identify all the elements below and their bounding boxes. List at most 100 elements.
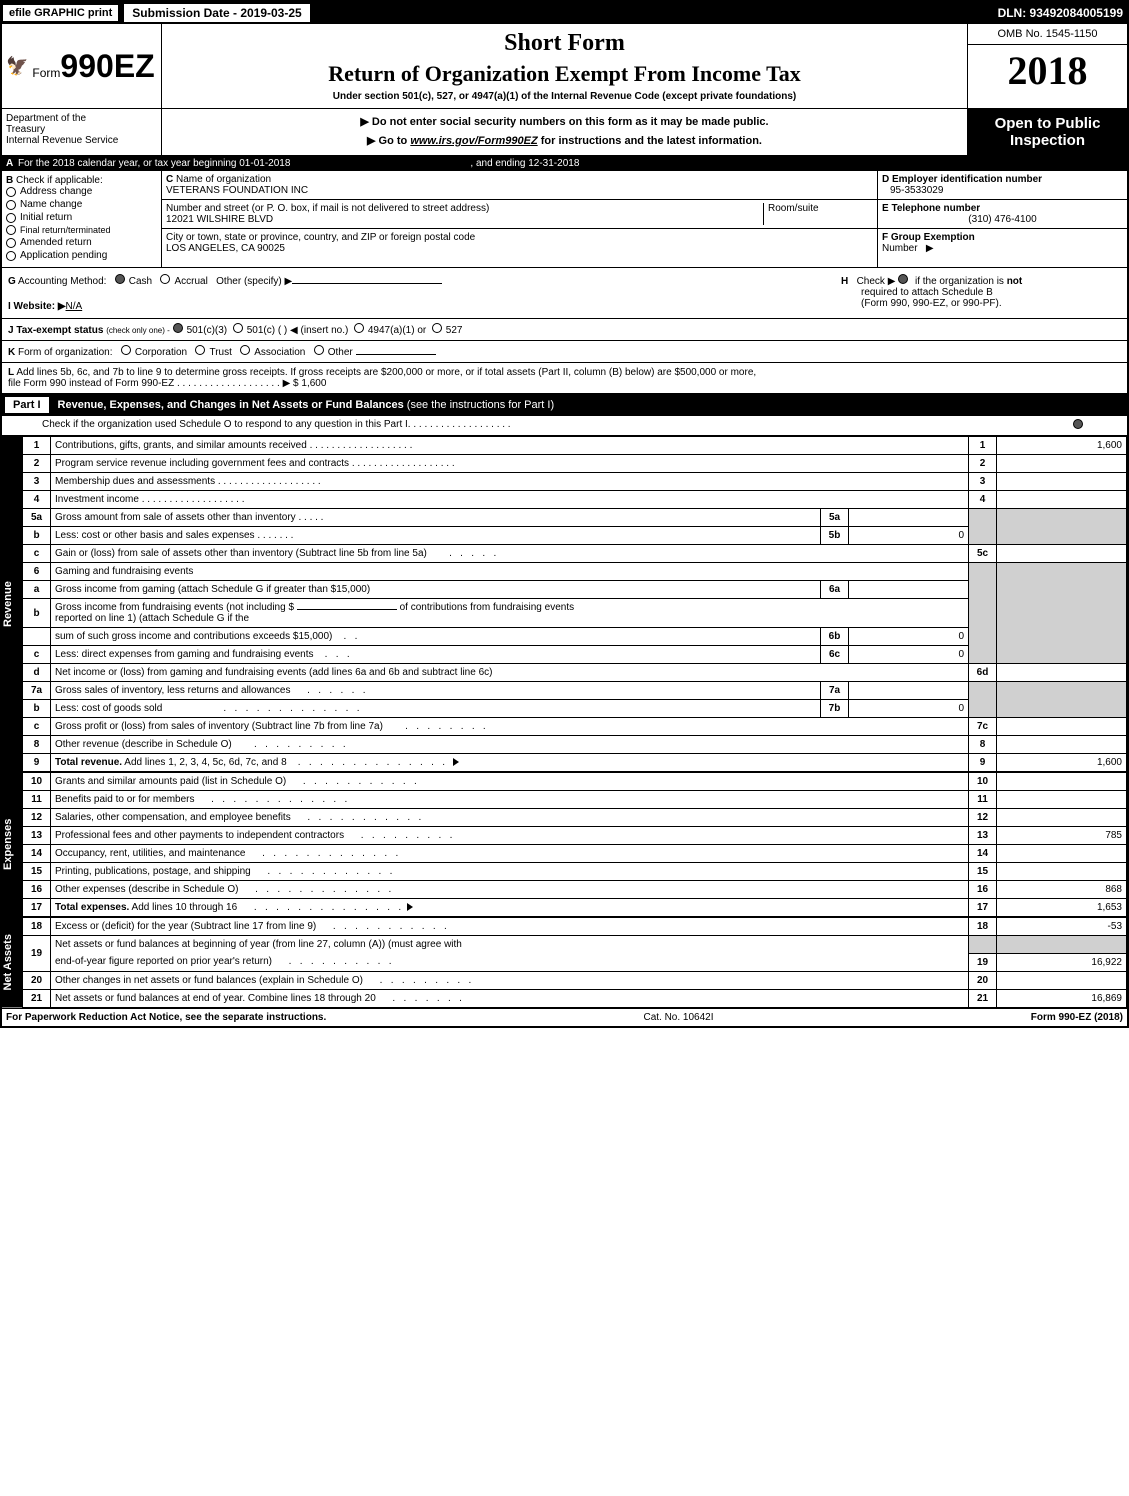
e-label: E Telephone number: [882, 203, 980, 214]
net-assets-table: 18Excess or (deficit) for the year (Subt…: [22, 917, 1127, 1008]
part1-header: Part I Revenue, Expenses, and Changes in…: [2, 394, 1127, 416]
f-label: F Group Exemption: [882, 232, 975, 243]
k-o4: Other: [328, 347, 353, 358]
radio-checked-icon[interactable]: [898, 274, 908, 284]
table-row: bGross income from fundraising events (n…: [23, 599, 1127, 628]
e-phone-cell: E Telephone number (310) 476-4100: [878, 200, 1127, 229]
j-sub: (check only one) -: [106, 326, 170, 335]
d-label: D Employer identification number: [882, 174, 1042, 185]
dln-number: DLN: 93492084005199: [998, 6, 1127, 20]
dept-row: Department of the Treasury Internal Reve…: [2, 109, 1127, 156]
j-o2: 501(c) ( ): [247, 325, 288, 336]
line3-amount: [997, 473, 1127, 491]
radio-icon: [6, 213, 16, 223]
section-a-row: A For the 2018 calendar year, or tax yea…: [2, 156, 1127, 171]
line9-amount: 1,600: [997, 754, 1127, 772]
chk-application-pending[interactable]: Application pending: [6, 250, 157, 261]
line17-amount: 1,653: [997, 899, 1127, 917]
dept-line1: Department of the: [6, 113, 157, 124]
gh-left: G Accounting Method: Cash Accrual Other …: [8, 274, 841, 312]
line4-amount: [997, 491, 1127, 509]
page-footer: For Paperwork Reduction Act Notice, see …: [2, 1008, 1127, 1026]
open-public: Open to Public: [974, 115, 1121, 132]
table-row: end-of-year figure reported on prior yea…: [23, 953, 1127, 971]
table-row: bLess: cost of goods sold . . . . . . . …: [23, 700, 1127, 718]
k-o2: Trust: [209, 347, 231, 358]
table-row: 12Salaries, other compensation, and empl…: [23, 809, 1127, 827]
h-text3: (Form 990, 990-EZ, or 990-PF).: [861, 298, 1002, 309]
fundraising-amount-field[interactable]: [297, 609, 397, 610]
efile-badge: efile GRAPHIC print: [2, 4, 119, 22]
c-city-label: City or town, state or province, country…: [166, 232, 475, 243]
line7a-val: [849, 682, 969, 700]
f-label2: Number: [882, 243, 918, 254]
footer-cat-no: Cat. No. 10642I: [326, 1012, 1030, 1023]
table-row: 17Total expenses. Add lines 10 through 1…: [23, 899, 1127, 917]
line12-amount: [997, 809, 1127, 827]
table-row: cGross profit or (loss) from sales of in…: [23, 718, 1127, 736]
f-arrow: ▶: [926, 243, 934, 254]
section-def: D Employer identification number 95-3533…: [877, 171, 1127, 267]
expenses-side-label: Expenses: [2, 772, 22, 917]
footer-left: For Paperwork Reduction Act Notice, see …: [6, 1012, 326, 1023]
chk-final-return[interactable]: Final return/terminated: [6, 225, 157, 235]
b-check-if: Check if applicable:: [16, 175, 103, 186]
radio-icon[interactable]: [314, 345, 324, 355]
radio-icon[interactable]: [354, 323, 364, 333]
irs-link[interactable]: www.irs.gov/Form990EZ: [410, 135, 537, 147]
chk-name-change[interactable]: Name change: [6, 199, 157, 210]
radio-checked-icon[interactable]: [173, 323, 183, 333]
k-o3: Association: [254, 347, 305, 358]
table-row: 6Gaming and fundraising events: [23, 563, 1127, 581]
g-cash: Cash: [129, 276, 152, 287]
d-ein-cell: D Employer identification number 95-3533…: [878, 171, 1127, 200]
do-not-enter: ▶ Do not enter social security numbers o…: [168, 115, 961, 128]
label-b: B: [6, 175, 13, 186]
line-l: L Add lines 5b, 6c, and 7b to line 9 to …: [2, 363, 1127, 394]
chk-initial-return[interactable]: Initial return: [6, 212, 157, 223]
net-assets-section: Net Assets 18Excess or (deficit) for the…: [2, 917, 1127, 1008]
l-label: L: [8, 367, 14, 378]
k-text: Form of organization:: [18, 347, 113, 358]
radio-icon[interactable]: [121, 345, 131, 355]
j-label: J Tax-exempt status: [8, 325, 103, 336]
h-text2: required to attach Schedule B: [861, 287, 993, 298]
table-row: 14Occupancy, rent, utilities, and mainte…: [23, 845, 1127, 863]
radio-icon: [6, 187, 16, 197]
a-text-left: For the 2018 calendar year, or tax year …: [18, 158, 290, 169]
radio-icon[interactable]: [432, 323, 442, 333]
radio-icon: [6, 251, 16, 261]
treasury-seal-icon: 🦅: [6, 56, 28, 77]
table-row: dNet income or (loss) from gaming and fu…: [23, 664, 1127, 682]
radio-icon[interactable]: [233, 323, 243, 333]
table-row: 10Grants and similar amounts paid (list …: [23, 773, 1127, 791]
j-o2-insert: ◀ (insert no.): [290, 325, 348, 336]
chk-amended-return[interactable]: Amended return: [6, 237, 157, 248]
label-h: H: [841, 276, 848, 287]
checkbox-checked-icon[interactable]: [1073, 419, 1083, 429]
part1-check-row: Check if the organization used Schedule …: [2, 416, 1127, 436]
city-row: City or town, state or province, country…: [162, 229, 877, 257]
other-specify-field[interactable]: [292, 283, 442, 284]
line7c-amount: [997, 718, 1127, 736]
form-header: 🦅 Form990EZ Short Form Return of Organiz…: [2, 24, 1127, 109]
table-row: 7aGross sales of inventory, less returns…: [23, 682, 1127, 700]
h-not: not: [1007, 276, 1023, 287]
table-row: 5aGross amount from sale of assets other…: [23, 509, 1127, 527]
j-o4: 527: [446, 325, 463, 336]
k-other-field[interactable]: [356, 354, 436, 355]
chk-address-change[interactable]: Address change: [6, 186, 157, 197]
radio-icon[interactable]: [160, 274, 170, 284]
arrow-icon: [453, 758, 459, 766]
line11-amount: [997, 791, 1127, 809]
part1-check-text: Check if the organization used Schedule …: [42, 419, 408, 432]
table-row: 21Net assets or fund balances at end of …: [23, 989, 1127, 1007]
radio-icon[interactable]: [240, 345, 250, 355]
line7b-val: 0: [849, 700, 969, 718]
return-title: Return of Organization Exempt From Incom…: [168, 61, 961, 87]
revenue-section: Revenue 1Contributions, gifts, grants, a…: [2, 436, 1127, 772]
radio-icon[interactable]: [195, 345, 205, 355]
block-gh: G Accounting Method: Cash Accrual Other …: [2, 268, 1127, 319]
radio-checked-icon[interactable]: [115, 274, 125, 284]
line8-amount: [997, 736, 1127, 754]
